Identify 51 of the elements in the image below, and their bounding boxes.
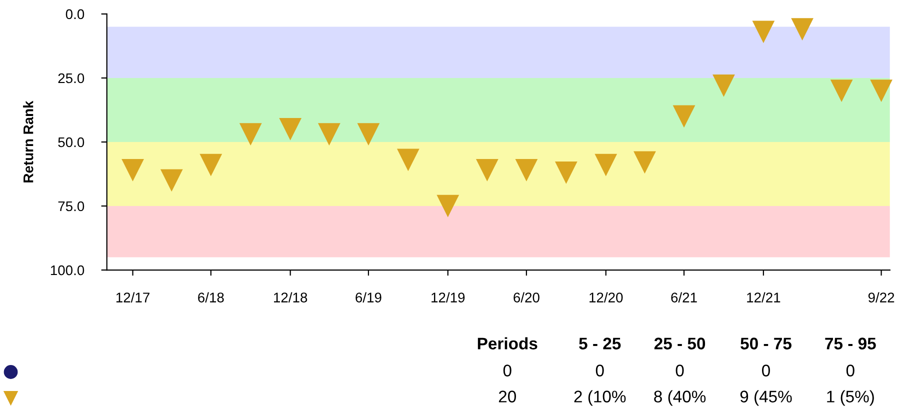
y-tick-label: 50.0 (58, 137, 84, 148)
point (830, 80, 853, 102)
y-tick-label: 25.0 (58, 73, 84, 84)
text: 0 (846, 364, 854, 376)
text: 50 - 75 (740, 338, 792, 350)
point (712, 74, 735, 97)
text: 75 - 95 (825, 338, 876, 350)
point (476, 158, 498, 182)
x-tick-label: 12/17 (116, 292, 150, 302)
x-tick-label: 9/22 (868, 292, 894, 302)
point (279, 118, 302, 140)
text: 2 (10% (574, 390, 626, 406)
point (239, 123, 262, 146)
point (436, 194, 460, 218)
point (752, 20, 775, 44)
x-tick-label: 6/20 (514, 292, 540, 302)
point (594, 154, 618, 176)
point (318, 123, 340, 146)
text: 20 (498, 390, 516, 402)
text: 25 - 50 (654, 338, 706, 350)
text: Periods (478, 337, 538, 350)
y-axis-title: Return Rank (23, 100, 34, 182)
point (791, 18, 814, 41)
point (870, 80, 892, 102)
point (160, 169, 183, 192)
y-tick-label: 75.0 (58, 201, 84, 212)
x-tick-label: 12/19 (432, 292, 465, 302)
text: 0 (762, 364, 770, 376)
x-tick-label: 6/18 (198, 292, 224, 302)
text: 0 (676, 364, 684, 376)
text: 5 - 25 (579, 338, 621, 350)
x-tick-label: 12/21 (747, 292, 780, 302)
text: 9 (45% (740, 390, 792, 406)
point (515, 158, 538, 182)
point (122, 158, 144, 182)
point (672, 105, 696, 128)
point (357, 123, 380, 146)
point (396, 148, 420, 172)
x-tick-label: 6/21 (671, 292, 697, 302)
point (554, 162, 578, 184)
y-tick-label: 100.0 (50, 265, 84, 276)
text: 1 (5%) (827, 390, 874, 406)
point (634, 151, 656, 174)
text: 8 (40% (654, 390, 706, 406)
text: 0 (503, 364, 512, 376)
x-tick-label: 12/20 (590, 292, 623, 302)
x-tick-label: 6/19 (356, 292, 382, 302)
y-tick-label: 0.0 (66, 9, 84, 20)
x-tick-label: 12/18 (274, 292, 308, 302)
point (200, 154, 222, 176)
text: 0 (596, 364, 604, 376)
